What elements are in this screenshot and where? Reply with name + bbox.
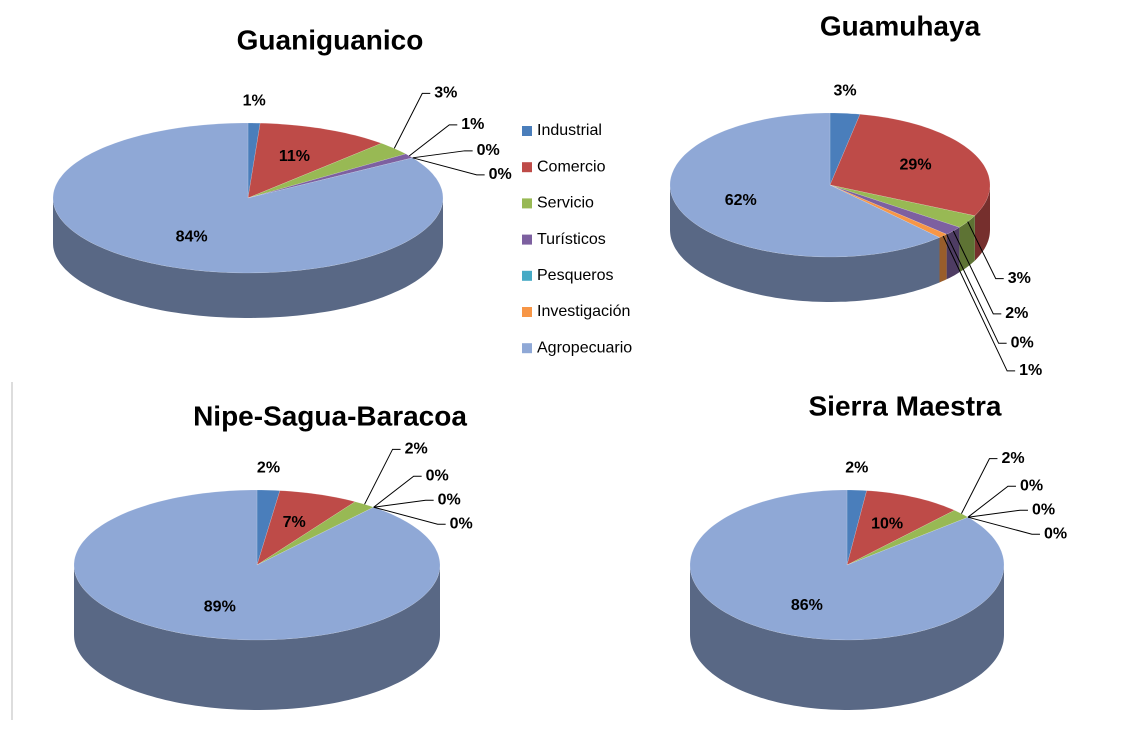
leader-line xyxy=(373,475,422,508)
legend-label: Investigación xyxy=(537,303,630,320)
legend-label: Pesqueros xyxy=(537,267,614,284)
slice-side xyxy=(974,185,990,261)
leader-line xyxy=(373,499,434,508)
legend-swatch xyxy=(522,270,532,281)
slice xyxy=(256,490,356,566)
value-label: 62% xyxy=(725,192,757,209)
value-label: 3% xyxy=(833,83,856,100)
value-label: 86% xyxy=(791,597,823,614)
leader-line xyxy=(967,221,1004,280)
slice xyxy=(256,489,281,566)
slice xyxy=(247,122,383,199)
slice xyxy=(829,112,861,186)
legend-label: Comercio xyxy=(537,158,606,175)
value-label: 2% xyxy=(405,441,428,458)
slice-side xyxy=(946,227,960,280)
legend-label: Turísticos xyxy=(537,231,606,248)
value-label: 0% xyxy=(1020,477,1043,494)
leader-line xyxy=(412,150,473,159)
value-label: 84% xyxy=(176,229,208,246)
value-label: 2% xyxy=(1005,305,1028,322)
slice-side xyxy=(670,185,940,302)
slice xyxy=(846,490,956,566)
value-label: 29% xyxy=(900,157,932,174)
leader-line xyxy=(408,124,458,157)
slice xyxy=(846,510,969,566)
leader-line xyxy=(967,516,1040,535)
value-label: 1% xyxy=(1019,362,1042,379)
value-label: 11% xyxy=(279,148,310,165)
leader-line xyxy=(393,92,431,149)
chart-title: Nipe-Sagua-Baracoa xyxy=(193,400,467,431)
slice xyxy=(247,143,407,199)
slice-side xyxy=(74,565,440,710)
value-label: 89% xyxy=(204,599,236,616)
leader-line xyxy=(942,235,1016,372)
slice-side xyxy=(690,565,1004,710)
legend-swatch xyxy=(522,198,532,209)
leader-line xyxy=(373,506,446,525)
slice xyxy=(73,489,441,641)
value-label: 7% xyxy=(283,514,306,531)
slice xyxy=(256,501,375,566)
value-label: 2% xyxy=(257,459,280,476)
value-label: 1% xyxy=(243,92,266,109)
slice xyxy=(846,489,868,566)
value-label: 0% xyxy=(477,142,500,159)
legend-label: Agropecuario xyxy=(537,339,632,356)
chart-title: Guaniguanico xyxy=(237,24,424,55)
value-label: 10% xyxy=(871,516,903,533)
value-label: 0% xyxy=(426,467,449,484)
slice-side xyxy=(53,198,443,318)
value-label: 3% xyxy=(1008,270,1031,287)
leader-line xyxy=(967,509,1028,518)
legend-swatch xyxy=(522,162,532,173)
value-label: 0% xyxy=(1011,335,1034,352)
value-label: 0% xyxy=(489,166,512,183)
leader-line xyxy=(967,485,1016,518)
value-label: 0% xyxy=(438,491,461,508)
legend-swatch xyxy=(522,126,532,136)
value-label: 0% xyxy=(1032,501,1055,518)
leader-line xyxy=(364,448,401,505)
value-label: 0% xyxy=(450,515,473,532)
slice xyxy=(52,122,444,274)
slice xyxy=(669,112,941,258)
chart-title: Sierra Maestra xyxy=(808,390,1001,421)
slice xyxy=(247,153,414,199)
slice-side xyxy=(939,234,947,283)
leader-line xyxy=(961,458,998,514)
legend-swatch xyxy=(522,343,532,354)
slice xyxy=(829,184,976,228)
legend-swatch xyxy=(522,234,532,245)
legend-label: Industrial xyxy=(537,122,602,139)
slice-side xyxy=(959,215,975,273)
leader-line xyxy=(946,234,1007,344)
value-label: 0% xyxy=(1044,525,1067,542)
slice xyxy=(689,489,1005,641)
leader-line xyxy=(412,157,485,176)
slice xyxy=(829,114,991,216)
value-label: 2% xyxy=(1001,450,1024,467)
value-label: 1% xyxy=(461,116,484,133)
leader-line xyxy=(952,230,1002,315)
value-label: 2% xyxy=(845,459,868,476)
legend-label: Servicio xyxy=(537,195,594,212)
chart-title: Guamuhaya xyxy=(820,10,981,41)
legend-swatch xyxy=(522,307,532,317)
value-label: 3% xyxy=(434,85,457,102)
